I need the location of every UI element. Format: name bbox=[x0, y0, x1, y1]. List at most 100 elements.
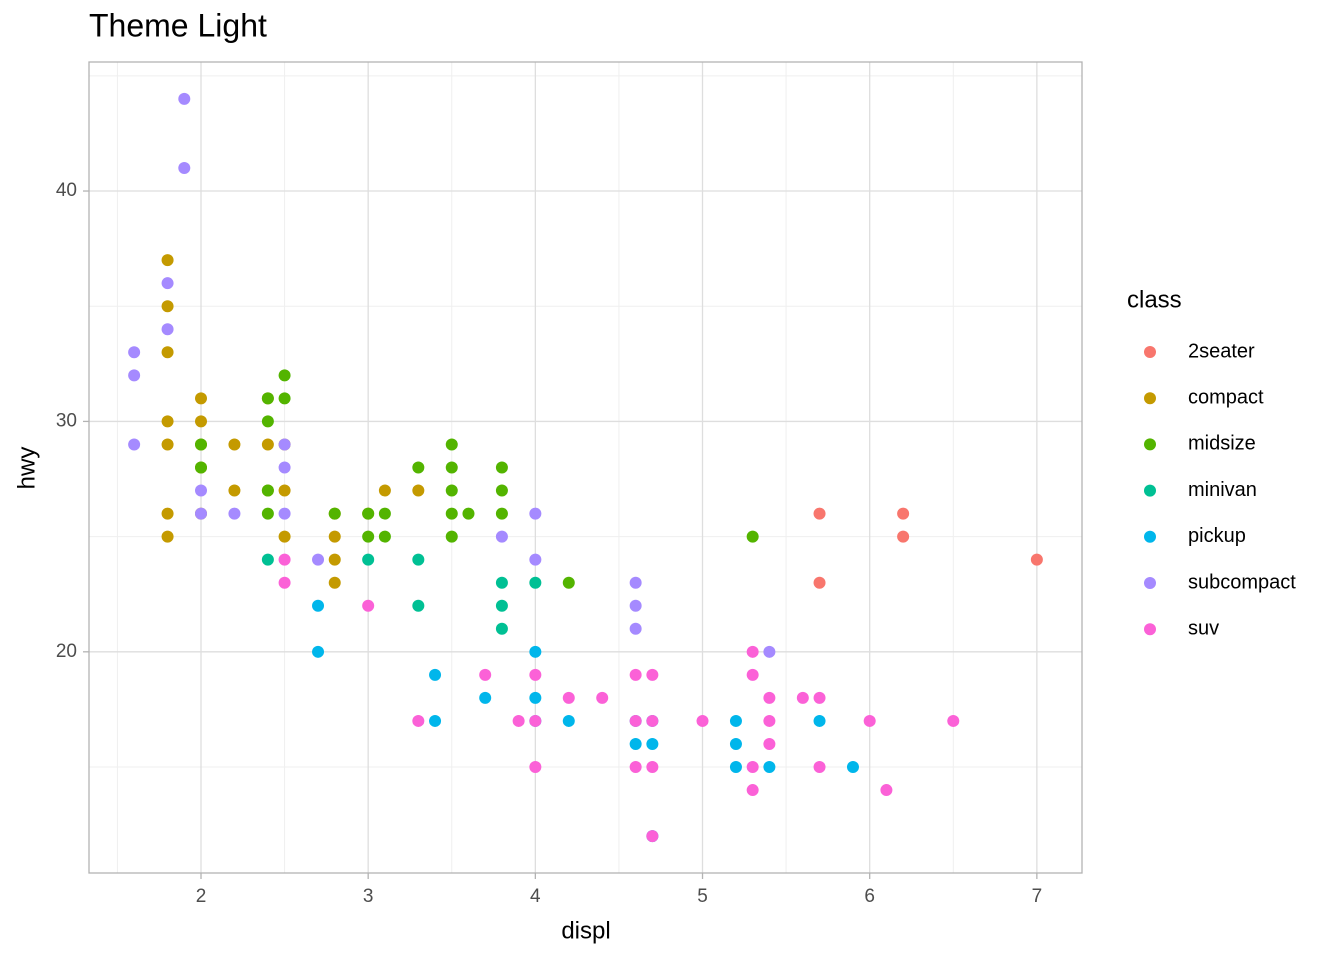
legend-label: suv bbox=[1188, 617, 1219, 639]
point bbox=[596, 691, 609, 704]
point bbox=[328, 507, 341, 520]
point bbox=[529, 576, 542, 589]
point bbox=[1030, 553, 1043, 566]
point bbox=[328, 553, 341, 566]
point bbox=[195, 438, 208, 451]
point bbox=[763, 645, 776, 658]
point bbox=[646, 830, 659, 843]
legend-marker bbox=[1144, 577, 1156, 589]
point bbox=[897, 530, 910, 543]
point bbox=[495, 484, 508, 497]
point bbox=[479, 668, 492, 681]
legend-label: pickup bbox=[1188, 525, 1246, 547]
point bbox=[312, 599, 325, 612]
point bbox=[529, 691, 542, 704]
point bbox=[278, 369, 291, 382]
point bbox=[362, 530, 375, 543]
point bbox=[312, 553, 325, 566]
point bbox=[195, 415, 208, 428]
point bbox=[362, 599, 375, 612]
point bbox=[261, 438, 274, 451]
point bbox=[378, 507, 391, 520]
point bbox=[278, 438, 291, 451]
x-tick-label: 2 bbox=[196, 886, 207, 907]
x-tick-label: 3 bbox=[363, 886, 374, 907]
legend-marker bbox=[1144, 438, 1156, 451]
point bbox=[495, 461, 508, 474]
point bbox=[629, 599, 642, 612]
point bbox=[412, 599, 425, 612]
point bbox=[161, 300, 174, 313]
point bbox=[161, 323, 174, 336]
point bbox=[278, 553, 291, 566]
point bbox=[846, 761, 859, 774]
legend-title: class bbox=[1127, 286, 1182, 313]
point bbox=[629, 761, 642, 774]
point bbox=[195, 507, 208, 520]
point bbox=[495, 530, 508, 543]
x-tick-label: 6 bbox=[864, 886, 875, 907]
point bbox=[512, 714, 525, 727]
point bbox=[161, 277, 174, 290]
point bbox=[161, 507, 174, 520]
legend-label: midsize bbox=[1188, 433, 1256, 455]
point bbox=[562, 576, 575, 589]
x-tick-label: 4 bbox=[530, 886, 541, 907]
point bbox=[729, 737, 742, 750]
point bbox=[729, 761, 742, 774]
point bbox=[261, 484, 274, 497]
point bbox=[278, 392, 291, 405]
point bbox=[863, 714, 876, 727]
panel-border bbox=[88, 61, 1083, 874]
point bbox=[629, 737, 642, 750]
point bbox=[763, 714, 776, 727]
point bbox=[278, 461, 291, 474]
point bbox=[529, 645, 542, 658]
point bbox=[746, 761, 759, 774]
point bbox=[161, 438, 174, 451]
point bbox=[261, 392, 274, 405]
point bbox=[161, 530, 174, 543]
point bbox=[646, 761, 659, 774]
point bbox=[696, 714, 709, 727]
point bbox=[746, 530, 759, 543]
point bbox=[261, 415, 274, 428]
point bbox=[445, 461, 458, 474]
point bbox=[529, 668, 542, 681]
point bbox=[278, 507, 291, 520]
x-axis-label: displ bbox=[561, 917, 610, 944]
point bbox=[629, 714, 642, 727]
y-tick-label: 20 bbox=[56, 641, 77, 662]
point bbox=[195, 484, 208, 497]
legend-label: compact bbox=[1188, 386, 1264, 408]
point bbox=[529, 761, 542, 774]
point bbox=[763, 737, 776, 750]
point bbox=[880, 784, 893, 797]
point bbox=[429, 668, 442, 681]
point bbox=[128, 438, 141, 451]
point bbox=[813, 761, 826, 774]
legend-marker bbox=[1144, 484, 1156, 497]
point bbox=[278, 576, 291, 589]
legend-label: 2seater bbox=[1188, 340, 1255, 362]
point bbox=[495, 622, 508, 635]
x-tick-label: 5 bbox=[697, 886, 708, 907]
point bbox=[746, 784, 759, 797]
point bbox=[362, 507, 375, 520]
point bbox=[261, 553, 274, 566]
point bbox=[529, 553, 542, 566]
point bbox=[412, 461, 425, 474]
point bbox=[195, 392, 208, 405]
point bbox=[646, 668, 659, 681]
point bbox=[178, 161, 191, 174]
point bbox=[278, 530, 291, 543]
point bbox=[445, 507, 458, 520]
point bbox=[462, 507, 475, 520]
legend-label: minivan bbox=[1188, 479, 1257, 501]
point bbox=[429, 714, 442, 727]
point bbox=[646, 737, 659, 750]
point bbox=[562, 714, 575, 727]
x-tick-label: 7 bbox=[1032, 886, 1043, 907]
point bbox=[746, 645, 759, 658]
point bbox=[629, 576, 642, 589]
